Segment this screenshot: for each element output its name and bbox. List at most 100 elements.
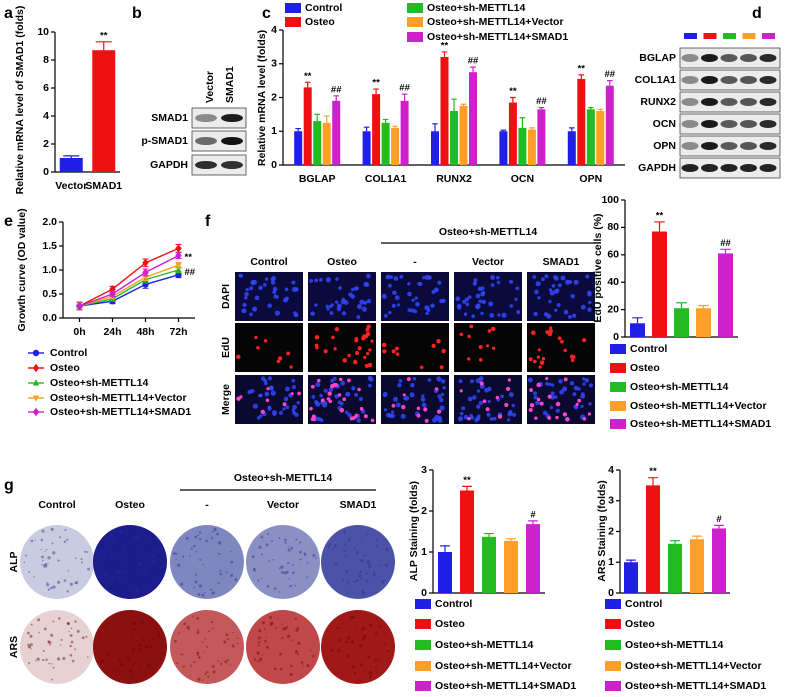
stain-speckle xyxy=(375,617,377,620)
stain-speckle xyxy=(131,674,133,677)
nucleus xyxy=(412,377,417,381)
bar xyxy=(460,490,474,593)
bar xyxy=(577,78,586,165)
stain-speckle xyxy=(108,548,111,551)
stain-speckle xyxy=(123,663,126,666)
stain-speckle xyxy=(225,571,228,574)
lane-color-key xyxy=(684,33,697,39)
nucleus xyxy=(420,397,426,402)
edu-nucleus xyxy=(539,360,545,366)
edu-nucleus xyxy=(479,381,484,386)
stain-speckle xyxy=(284,541,287,544)
stain-speckle xyxy=(176,661,179,664)
nucleus xyxy=(501,312,507,318)
nucleus xyxy=(258,393,262,398)
stain-speckle xyxy=(257,636,261,640)
bar xyxy=(332,100,341,165)
nucleus xyxy=(345,391,350,397)
stain-speckle xyxy=(38,631,40,634)
error-bar xyxy=(500,129,507,132)
stain-speckle xyxy=(369,674,373,678)
stain-speckle xyxy=(284,626,288,630)
bar xyxy=(400,100,409,165)
stain-speckle xyxy=(290,664,293,668)
stain-speckle xyxy=(74,648,77,651)
x-tick-label: COL1A1 xyxy=(365,173,407,185)
nucleus xyxy=(421,402,427,408)
error-bar xyxy=(519,117,526,128)
nucleus xyxy=(461,406,466,411)
stain-speckle xyxy=(80,558,83,561)
stain-speckle xyxy=(211,665,215,668)
edu-nucleus xyxy=(533,359,537,364)
stain-speckle xyxy=(333,544,337,548)
stain-speckle xyxy=(111,534,115,538)
stain-speckle xyxy=(355,579,359,582)
stain-speckle xyxy=(130,676,134,679)
stain-speckle xyxy=(282,627,286,631)
edu-nucleus xyxy=(485,407,490,412)
edu-nucleus xyxy=(391,403,396,408)
y-tick-label: 0 xyxy=(271,159,277,171)
nucleus xyxy=(455,296,461,302)
nucleus xyxy=(409,392,415,398)
stain-speckle xyxy=(378,623,380,625)
blot-strip xyxy=(191,107,247,129)
y-tick-label: 40 xyxy=(607,276,619,288)
stain-speckle xyxy=(50,586,53,590)
stain-speckle xyxy=(306,664,310,668)
edu-nucleus xyxy=(402,393,406,397)
stain-speckle xyxy=(180,653,182,655)
stain-speckle xyxy=(284,538,287,542)
nucleus xyxy=(553,288,560,294)
blot-band xyxy=(701,120,718,128)
nucleus xyxy=(292,410,296,415)
stain-speckle xyxy=(281,636,284,640)
edu-nucleus xyxy=(505,386,511,392)
bar xyxy=(450,111,458,165)
edu-nucleus xyxy=(359,407,364,411)
stain-speckle xyxy=(344,640,349,644)
series-line xyxy=(79,247,179,307)
legend-label: Osteo xyxy=(435,618,465,630)
stain-speckle xyxy=(177,632,180,635)
stain-speckle xyxy=(115,631,118,634)
stain-speckle xyxy=(227,638,230,641)
stain-speckle xyxy=(57,617,61,620)
stain-speckle xyxy=(81,636,85,640)
nucleus xyxy=(264,277,269,281)
edu-nucleus xyxy=(351,416,356,420)
stain-speckle xyxy=(375,666,378,669)
stain-speckle xyxy=(345,570,349,574)
stain-speckle xyxy=(310,649,312,652)
edu-nucleus xyxy=(260,409,265,414)
marker xyxy=(76,301,83,311)
nucleus xyxy=(254,295,260,301)
stain-speckle xyxy=(51,542,54,545)
stain-speckle xyxy=(131,648,136,652)
nucleus xyxy=(404,395,410,401)
edu-nucleus xyxy=(363,414,368,419)
y-axis-label: EdU positive cells (%) xyxy=(592,213,604,322)
legend-swatch xyxy=(605,599,621,609)
blot-band xyxy=(759,164,777,172)
stain-speckle xyxy=(181,653,184,656)
nucleus xyxy=(439,397,444,403)
bar xyxy=(440,57,449,165)
error-bar xyxy=(460,103,467,106)
edu-nucleus xyxy=(314,335,320,340)
edu-nucleus xyxy=(575,402,579,407)
nucleus xyxy=(330,378,334,383)
nucleus xyxy=(464,297,469,302)
edu-nucleus xyxy=(320,398,325,403)
error-bar xyxy=(510,96,516,103)
nucleus xyxy=(341,311,347,316)
blot-band xyxy=(681,98,699,106)
stain-speckle xyxy=(100,659,103,662)
x-tick-label: 0h xyxy=(73,326,85,338)
edu-nucleus xyxy=(323,349,328,354)
nucleus xyxy=(563,309,569,315)
stain-speckle xyxy=(290,546,294,550)
stain-speckle xyxy=(205,539,208,543)
